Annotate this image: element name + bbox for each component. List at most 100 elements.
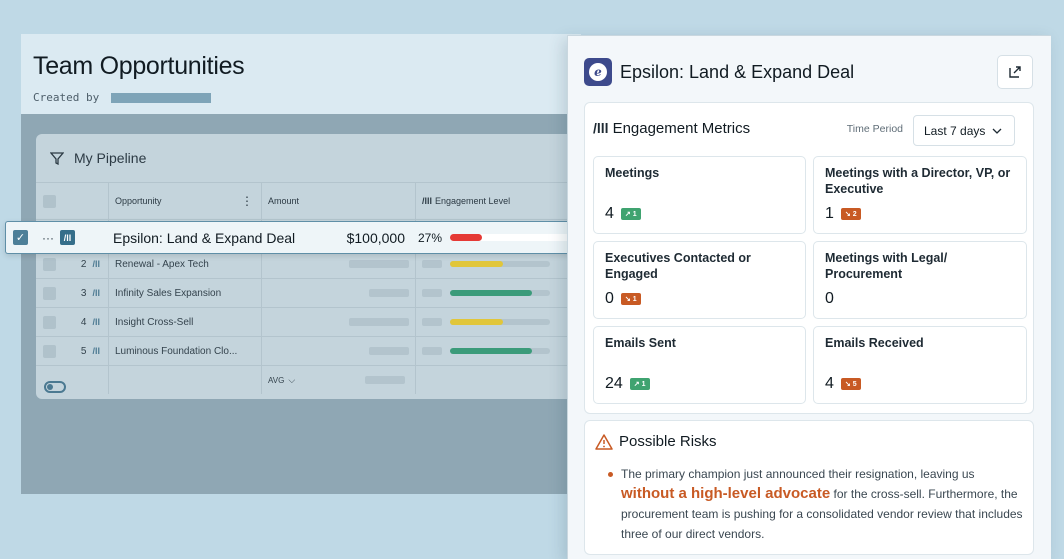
- column-menu-icon[interactable]: ⋮: [241, 194, 253, 208]
- opportunity-name: Infinity Sales Expansion: [115, 287, 222, 299]
- possible-risks-card: Possible Risks The primary champion just…: [584, 420, 1034, 555]
- avg-dropdown[interactable]: AVG ⌵: [261, 366, 415, 394]
- share-button[interactable]: [997, 55, 1033, 89]
- table-header-row: Opportunity ⋮ Amount /lll Engagement Leve…: [36, 182, 581, 219]
- metric-value: 0: [605, 290, 614, 307]
- row-number: 4: [80, 316, 87, 328]
- metrics-header: /lll Engagement Metrics: [585, 103, 1033, 153]
- engagement-metrics-card: /lll Engagement Metrics Time Period Last…: [584, 102, 1034, 414]
- company-logo-icon: /ll: [92, 259, 100, 269]
- metric-label: Emails Received: [825, 336, 924, 350]
- metric-card: Meetings with Legal/ Procurement 0: [813, 241, 1027, 319]
- panel-header: e Epsilon: Land & Expand Deal: [568, 36, 1051, 108]
- share-icon: [1009, 66, 1021, 78]
- table-row[interactable]: 3/ll Infinity Sales Expansion: [36, 278, 581, 307]
- table-row[interactable]: 4/ll Insight Cross-Sell: [36, 307, 581, 336]
- select-all-checkbox[interactable]: [43, 194, 56, 208]
- page-title: Team Opportunities: [33, 52, 245, 80]
- risk-item: The primary champion just announced thei…: [608, 464, 1023, 544]
- percent-placeholder: [422, 347, 442, 355]
- engagement-bar: [450, 261, 550, 267]
- engagement-logo-icon: /lll: [422, 196, 433, 206]
- row-checkbox[interactable]: [43, 344, 56, 358]
- metric-card: Meetings 4 ↗ 1: [593, 156, 806, 234]
- time-period-select[interactable]: Last 7 days: [913, 115, 1015, 146]
- metric-card: Emails Received 4 ↘ 5: [813, 326, 1027, 404]
- metric-delta-badge: ↗ 1: [629, 378, 650, 390]
- company-logo-icon: /ll: [92, 317, 100, 327]
- metric-value: 24: [605, 375, 623, 392]
- amount-placeholder: [369, 347, 409, 355]
- engagement-bar-fill: [450, 261, 503, 267]
- warning-icon: [595, 433, 613, 450]
- engagement-bar: [450, 348, 550, 354]
- deal-detail-panel: e Epsilon: Land & Expand Deal /lll Engag…: [567, 35, 1051, 559]
- metric-delta-badge: ↘ 5: [840, 378, 861, 390]
- metric-label: Emails Sent: [605, 336, 676, 350]
- metric-value: 0: [825, 290, 834, 307]
- metric-card: Meetings with a Director, VP, or Executi…: [813, 156, 1027, 234]
- engagement-bar: [450, 319, 550, 325]
- pipeline-title: My Pipeline: [74, 150, 147, 166]
- metric-label: Meetings: [605, 166, 660, 180]
- metric-label: Meetings with a Director, VP, or Executi…: [825, 166, 1011, 196]
- selected-opportunity-row[interactable]: ✓ ··· /ll Epsilon: Land & Expand Deal $1…: [5, 221, 580, 254]
- app-body: My Pipeline Opportunity ⋮ Amount /lll Eng…: [21, 114, 581, 494]
- time-period-label: Time Period: [846, 123, 903, 135]
- metrics-title: Engagement Metrics: [612, 119, 751, 137]
- opportunity-name: Renewal - Apex Tech: [115, 258, 209, 270]
- metric-label: Executives Contacted or Engaged: [605, 251, 751, 281]
- row-more-icon[interactable]: ···: [42, 230, 54, 245]
- risks-title: Possible Risks: [619, 433, 717, 450]
- percent-placeholder: [422, 289, 442, 297]
- pipeline-table-card: My Pipeline Opportunity ⋮ Amount /lll Eng…: [36, 134, 581, 399]
- pipeline-table: Opportunity ⋮ Amount /lll Engagement Leve…: [36, 182, 581, 394]
- engagement-bar-fill: [450, 290, 532, 296]
- metric-card: Executives Contacted or Engaged 0 ↘ 1: [593, 241, 806, 319]
- company-logo-icon: /ll: [92, 346, 100, 356]
- row-number: 3: [80, 287, 87, 299]
- percent-placeholder: [422, 318, 442, 326]
- table-avg-row: AVG ⌵: [36, 365, 581, 394]
- panel-title: Epsilon: Land & Expand Deal: [620, 61, 855, 82]
- row-number: 2: [80, 258, 87, 270]
- engagement-bar: [450, 234, 571, 241]
- chevron-down-icon: ⌵: [288, 374, 296, 385]
- opportunity-amount: $100,000: [346, 229, 405, 246]
- opportunity-name: Epsilon: Land & Expand Deal: [113, 229, 296, 246]
- metric-value: 4: [605, 205, 614, 222]
- table-row[interactable]: 5/ll Luminous Foundation Clo...: [36, 336, 581, 365]
- column-amount[interactable]: Amount: [261, 183, 415, 219]
- pipeline-header: My Pipeline: [36, 134, 581, 182]
- engagement-bar-fill: [450, 348, 532, 354]
- amount-placeholder: [349, 318, 409, 326]
- filter-icon[interactable]: [50, 151, 64, 165]
- engagement-bar: [450, 290, 550, 296]
- risk-highlight: without a high-level advocate: [621, 485, 831, 502]
- metric-label: Meetings with Legal/ Procurement: [825, 251, 948, 281]
- engagement-logo-icon: /lll: [593, 120, 609, 136]
- epsilon-logo-icon: e: [584, 58, 612, 86]
- table-rows: 2/ll Renewal - Apex Tech 3/ll Infinity Sale…: [36, 249, 581, 365]
- engagement-percent: 27%: [418, 230, 443, 245]
- opportunity-name: Luminous Foundation Clo...: [115, 345, 238, 357]
- company-logo-icon: /ll: [60, 230, 75, 245]
- column-engagement-level[interactable]: /lll Engagement Level: [415, 183, 581, 219]
- metrics-grid: Meetings 4 ↗ 1 Meetings with a Director, VP…: [593, 156, 1027, 404]
- row-number: 5: [80, 345, 87, 357]
- percent-placeholder: [422, 260, 442, 268]
- row-checkbox-checked[interactable]: ✓: [13, 230, 28, 245]
- company-logo-icon: /ll: [92, 288, 100, 298]
- metric-delta-badge: ↘ 2: [840, 208, 861, 220]
- row-checkbox[interactable]: [43, 257, 56, 271]
- metric-value: 4: [825, 375, 834, 392]
- metric-value: 1: [825, 205, 834, 222]
- view-toggle[interactable]: [44, 381, 66, 393]
- app-header: Team Opportunities Created by: [21, 34, 581, 114]
- row-checkbox[interactable]: [43, 315, 56, 329]
- metric-delta-badge: ↘ 1: [620, 293, 641, 305]
- row-checkbox[interactable]: [43, 286, 56, 300]
- chevron-down-icon: [992, 128, 1002, 134]
- column-opportunity[interactable]: Opportunity ⋮: [108, 183, 261, 219]
- team-opportunities-app: Team Opportunities Created by My Pipelin…: [21, 34, 581, 494]
